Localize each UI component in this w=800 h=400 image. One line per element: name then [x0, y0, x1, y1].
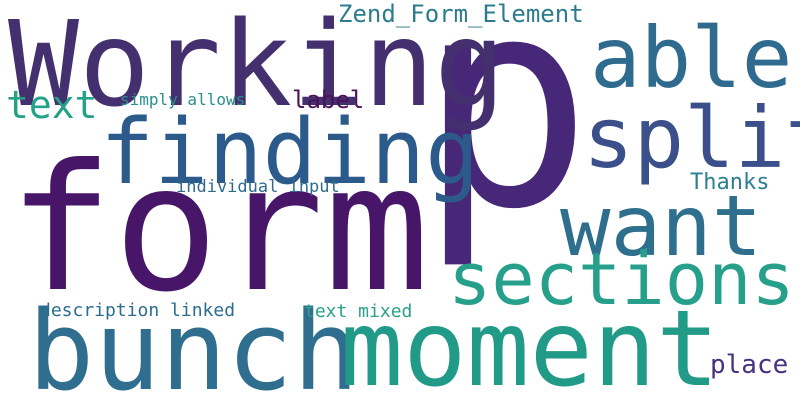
word-p: p	[418, 0, 593, 273]
word-moment: moment	[340, 288, 720, 400]
word-label: label	[292, 86, 365, 114]
word-text-mixed: text mixed	[304, 301, 413, 322]
word-want: want	[560, 177, 763, 275]
word-split: split	[583, 89, 800, 187]
word-bunch: bunch	[28, 287, 360, 400]
word-able: able	[590, 9, 793, 107]
word-thanks: Thanks	[690, 170, 770, 195]
word-text: text	[6, 83, 98, 127]
word-description-linked: description linked	[40, 300, 236, 321]
word-working: Working	[8, 0, 506, 133]
word-finding: finding	[100, 100, 480, 205]
word-sections: sections	[448, 237, 795, 321]
word-zend-form-element: Zend_Form_Element	[338, 0, 584, 28]
word-form: form	[8, 128, 430, 331]
word-place: place	[710, 350, 789, 380]
word-simply-allows: simply allows	[120, 90, 246, 109]
word-individual-input: individual input	[176, 177, 340, 197]
